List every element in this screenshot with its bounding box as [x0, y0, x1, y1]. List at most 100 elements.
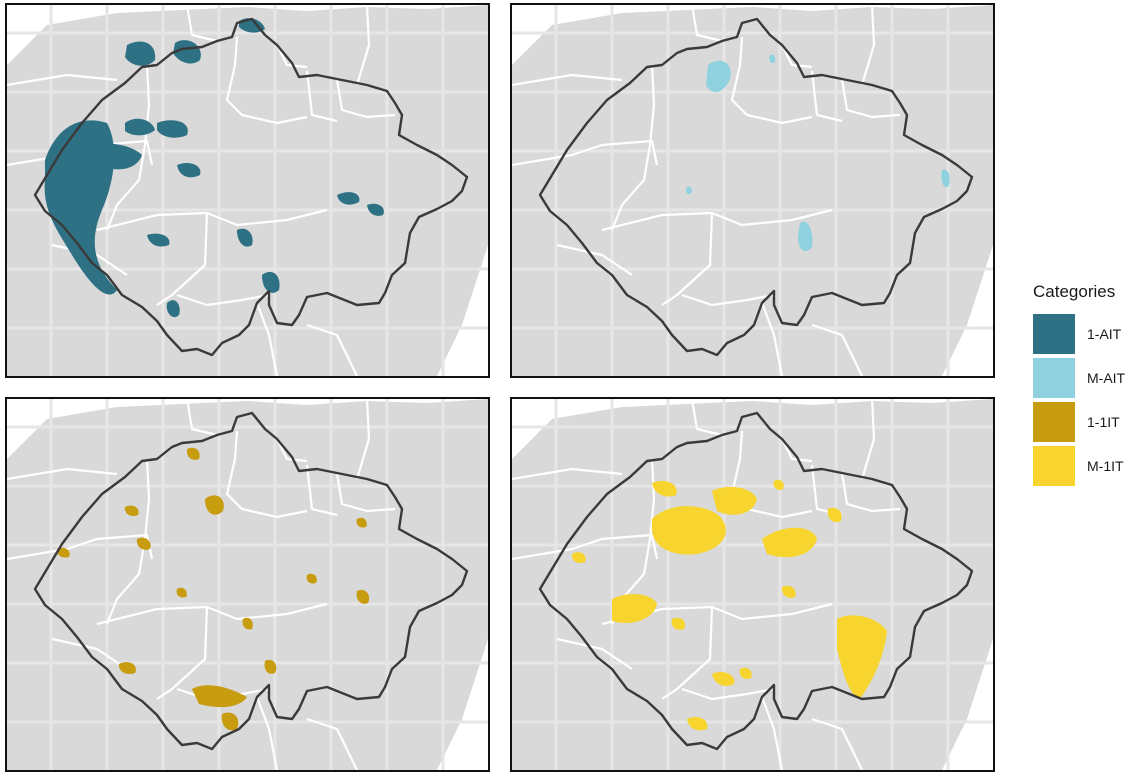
country-border: [601, 208, 833, 232]
territory-patch: [571, 552, 586, 564]
map-svg: [512, 399, 993, 770]
territory-patch: [712, 486, 757, 515]
country-border: [7, 467, 118, 481]
country-border: [860, 399, 876, 480]
territory-patch: [221, 712, 239, 731]
country-border: [690, 5, 723, 43]
country-border: [185, 399, 218, 437]
land-mass: [512, 5, 993, 376]
country-borders: [512, 5, 901, 376]
legend-label: M-AIT: [1087, 370, 1126, 386]
country-border: [306, 717, 358, 770]
country-border: [96, 208, 328, 232]
territory-patch: [739, 667, 752, 679]
country-border: [681, 687, 775, 701]
territory-patch: [166, 300, 180, 318]
territory-patch: [356, 589, 370, 604]
territory-patch: [118, 662, 136, 674]
land-mass: [7, 399, 488, 770]
territory-patch: [262, 271, 280, 293]
territory-patch: [125, 41, 156, 66]
territory-patch: [652, 506, 726, 555]
territory-patch: [192, 685, 247, 708]
legend: Categories 1-AIT M-AIT 1-1IT M-1IT: [1033, 282, 1129, 490]
study-area-outline: [538, 411, 974, 751]
country-border: [840, 78, 901, 119]
country-border: [105, 64, 151, 231]
legend-swatch: [1033, 314, 1075, 354]
country-borders: [7, 399, 396, 770]
country-border: [512, 533, 659, 561]
map-panel-m-ait: [510, 3, 995, 378]
legend-title: Categories: [1033, 282, 1116, 301]
territory-patch: [147, 233, 170, 247]
territory-patch: [367, 203, 384, 216]
territory-patch: [124, 505, 139, 517]
country-border: [661, 212, 714, 306]
country-border: [335, 78, 396, 119]
territory-patch: [173, 40, 201, 64]
country-border: [96, 602, 328, 626]
legend-item-m-1it: M-1IT: [1033, 446, 1129, 486]
country-border: [681, 293, 775, 307]
territory-patch: [827, 507, 842, 523]
study-area-outline: [538, 17, 974, 357]
country-border: [156, 606, 209, 700]
country-border: [305, 70, 338, 123]
country-border: [51, 243, 128, 276]
country-borders: [7, 5, 396, 376]
country-border: [512, 139, 659, 167]
territory-patch: [177, 163, 201, 178]
territory-patch: [769, 54, 776, 64]
territory-patch: [356, 517, 367, 528]
territory-patch: [157, 120, 188, 138]
country-border: [860, 5, 876, 86]
country-border: [840, 472, 901, 513]
country-border: [225, 36, 308, 125]
territory-patch: [176, 587, 187, 598]
country-border: [556, 243, 633, 276]
country-border: [661, 606, 714, 700]
territory-patch: [781, 585, 796, 598]
map-svg: [7, 399, 488, 770]
study-area-outline: [33, 411, 469, 751]
territory-patches: [56, 447, 370, 731]
legend-item-1-ait: 1-AIT: [1033, 314, 1129, 354]
territory-patch: [306, 573, 317, 584]
country-border: [306, 323, 358, 376]
country-border: [105, 458, 151, 625]
territory-patch: [652, 480, 677, 497]
land-mass: [512, 399, 993, 770]
country-border: [355, 399, 371, 480]
territory-patch: [242, 617, 253, 630]
territory-patch: [125, 118, 155, 136]
country-border: [355, 5, 371, 86]
territory-patches: [686, 54, 950, 252]
country-border: [255, 302, 279, 376]
graticule: [512, 399, 993, 770]
country-border: [225, 430, 308, 519]
territory-patch: [687, 717, 708, 731]
country-border: [176, 293, 270, 307]
legend-item-1-1it: 1-1IT: [1033, 402, 1129, 442]
country-border: [690, 399, 723, 437]
country-border: [556, 637, 633, 670]
territory-patch: [762, 527, 817, 558]
legend-label: 1-1IT: [1087, 414, 1120, 430]
territory-patch: [798, 221, 813, 252]
territory-patch: [95, 143, 142, 170]
territory-patch: [237, 228, 253, 247]
country-border: [7, 73, 118, 87]
legend-item-m-ait: M-AIT: [1033, 358, 1129, 398]
territory-patch: [712, 672, 735, 686]
territory-patch: [837, 615, 887, 699]
country-border: [276, 44, 308, 69]
country-border: [512, 73, 623, 87]
country-border: [811, 323, 863, 376]
country-border: [811, 717, 863, 770]
country-border: [512, 467, 623, 481]
country-border: [255, 696, 279, 770]
country-border: [335, 472, 396, 513]
legend-label: 1-AIT: [1087, 326, 1122, 342]
territory-patch: [671, 617, 686, 630]
